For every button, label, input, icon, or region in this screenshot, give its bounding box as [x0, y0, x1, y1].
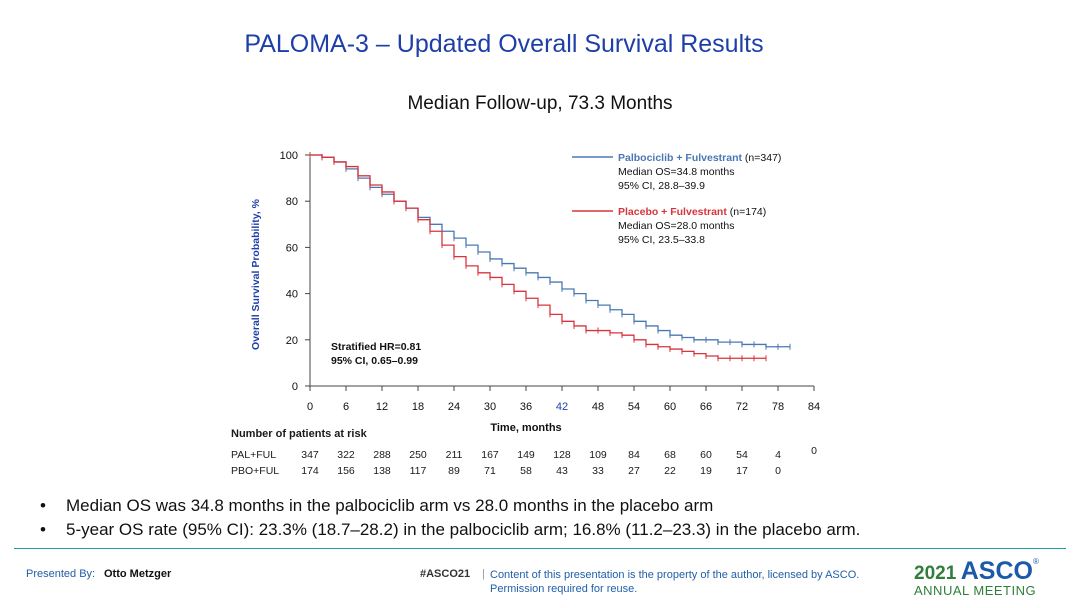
y-tick-label: 0 [292, 381, 298, 393]
risk-count: 68 [664, 449, 676, 461]
risk-count: 0 [775, 465, 781, 477]
x-axis-label: Time, months [490, 422, 561, 434]
risk-count: 27 [628, 465, 640, 477]
series-line-palbociclib [310, 154, 790, 348]
risk-count: 117 [409, 465, 427, 477]
risk-table-title: Number of patients at risk [231, 428, 367, 440]
risk-count: 149 [517, 449, 535, 461]
y-tick-label: 20 [286, 335, 298, 347]
hr-ci-annotation: 95% CI, 0.65–0.99 [331, 355, 418, 367]
x-tick-label: 84 [808, 401, 820, 413]
logo-year: 2021 [914, 563, 957, 584]
disclaimer-line: Permission required for reuse. [490, 583, 638, 595]
risk-count: 288 [373, 449, 391, 461]
risk-count: 138 [373, 465, 391, 477]
risk-count: 347 [301, 449, 319, 461]
bullet-list: Median OS was 34.8 months in the palboci… [40, 494, 860, 542]
x-tick-label: 78 [772, 401, 784, 413]
risk-count: 58 [520, 465, 532, 477]
asco-logo: 2021 ASCO® ANNUAL MEETING [914, 557, 1039, 598]
risk-count: 211 [445, 449, 463, 461]
y-axis-label: Overall Survival Probability, % [250, 198, 262, 350]
bullet-item: 5-year OS rate (95% CI): 23.3% (18.7–28.… [40, 518, 860, 542]
x-tick-label: 60 [664, 401, 676, 413]
risk-count: 22 [664, 465, 676, 477]
footer-separator: | [482, 568, 485, 580]
risk-count: 19 [700, 465, 712, 477]
x-tick-label: 12 [376, 401, 388, 413]
x-tick-label: 48 [592, 401, 604, 413]
presenter-name: Otto Metzger [104, 568, 172, 580]
x-tick-label: 6 [343, 401, 349, 413]
presented-by-label: Presented By: [26, 568, 96, 580]
hr-annotation: Stratified HR=0.81 [331, 341, 421, 353]
logo-name: ASCO [960, 557, 1033, 585]
x-tick-label: 30 [484, 401, 496, 413]
hashtag: #ASCO21 [420, 568, 471, 580]
risk-count: 43 [556, 465, 568, 477]
legend-label: Palbociclib + Fulvestrant (n=347) [618, 152, 781, 164]
legend-ci: 95% CI, 28.8–39.9 [618, 180, 705, 192]
x-tick-label: 54 [628, 401, 640, 413]
legend-ci: 95% CI, 23.5–33.8 [618, 234, 705, 246]
x-tick-label: 0 [307, 401, 313, 413]
risk-count: 322 [337, 449, 355, 461]
y-tick-label: 100 [280, 150, 298, 162]
survival-chart: 0 20 40 60 80 100 0 6 12 18 24 30 36 42 48 54 60 66 72 78 84… [250, 150, 820, 434]
risk-count: 128 [553, 449, 571, 461]
bullet-item: Median OS was 34.8 months in the palboci… [40, 494, 860, 518]
disclaimer-line: Content of this presentation is the prop… [490, 569, 860, 581]
disclaimer: Content of this presentation is the prop… [490, 568, 890, 596]
risk-row-label: PAL+FUL [231, 449, 277, 461]
x-tick-label: 66 [700, 401, 712, 413]
risk-count: 54 [736, 449, 748, 461]
risk-count: 4 [775, 449, 781, 461]
legend-label: Placebo + Fulvestrant (n=174) [618, 206, 766, 218]
risk-count: 89 [448, 465, 460, 477]
footer-divider [14, 548, 1066, 549]
logo-registered: ® [1032, 557, 1039, 566]
x-tick-label: 72 [736, 401, 748, 413]
risk-count: 109 [589, 449, 607, 461]
logo-meeting: ANNUAL MEETING [914, 583, 1037, 598]
risk-count: 17 [736, 465, 748, 477]
risk-count: 60 [700, 449, 712, 461]
risk-count: 0 [811, 445, 817, 457]
x-tick-label: 36 [520, 401, 532, 413]
risk-count: 174 [301, 465, 319, 477]
risk-count: 167 [481, 449, 499, 461]
risk-row-label: PBO+FUL [231, 465, 280, 477]
risk-count: 250 [409, 449, 427, 461]
risk-count: 156 [337, 465, 355, 477]
legend-median: Median OS=28.0 months [618, 220, 734, 232]
x-tick-label: 24 [448, 401, 460, 413]
slide-subtitle: Median Follow-up, 73.3 Months [407, 93, 673, 114]
y-tick-label: 60 [286, 242, 298, 254]
y-tick-label: 40 [286, 289, 298, 301]
risk-count: 84 [628, 449, 640, 461]
y-tick-label: 80 [286, 196, 298, 208]
risk-count: 33 [592, 465, 604, 477]
risk-count: 71 [484, 465, 496, 477]
slide-title: PALOMA-3 – Updated Overall Survival Resu… [244, 30, 764, 58]
legend-median: Median OS=34.8 months [618, 166, 734, 178]
x-tick-label: 42 [556, 401, 568, 413]
x-tick-label: 18 [412, 401, 424, 413]
